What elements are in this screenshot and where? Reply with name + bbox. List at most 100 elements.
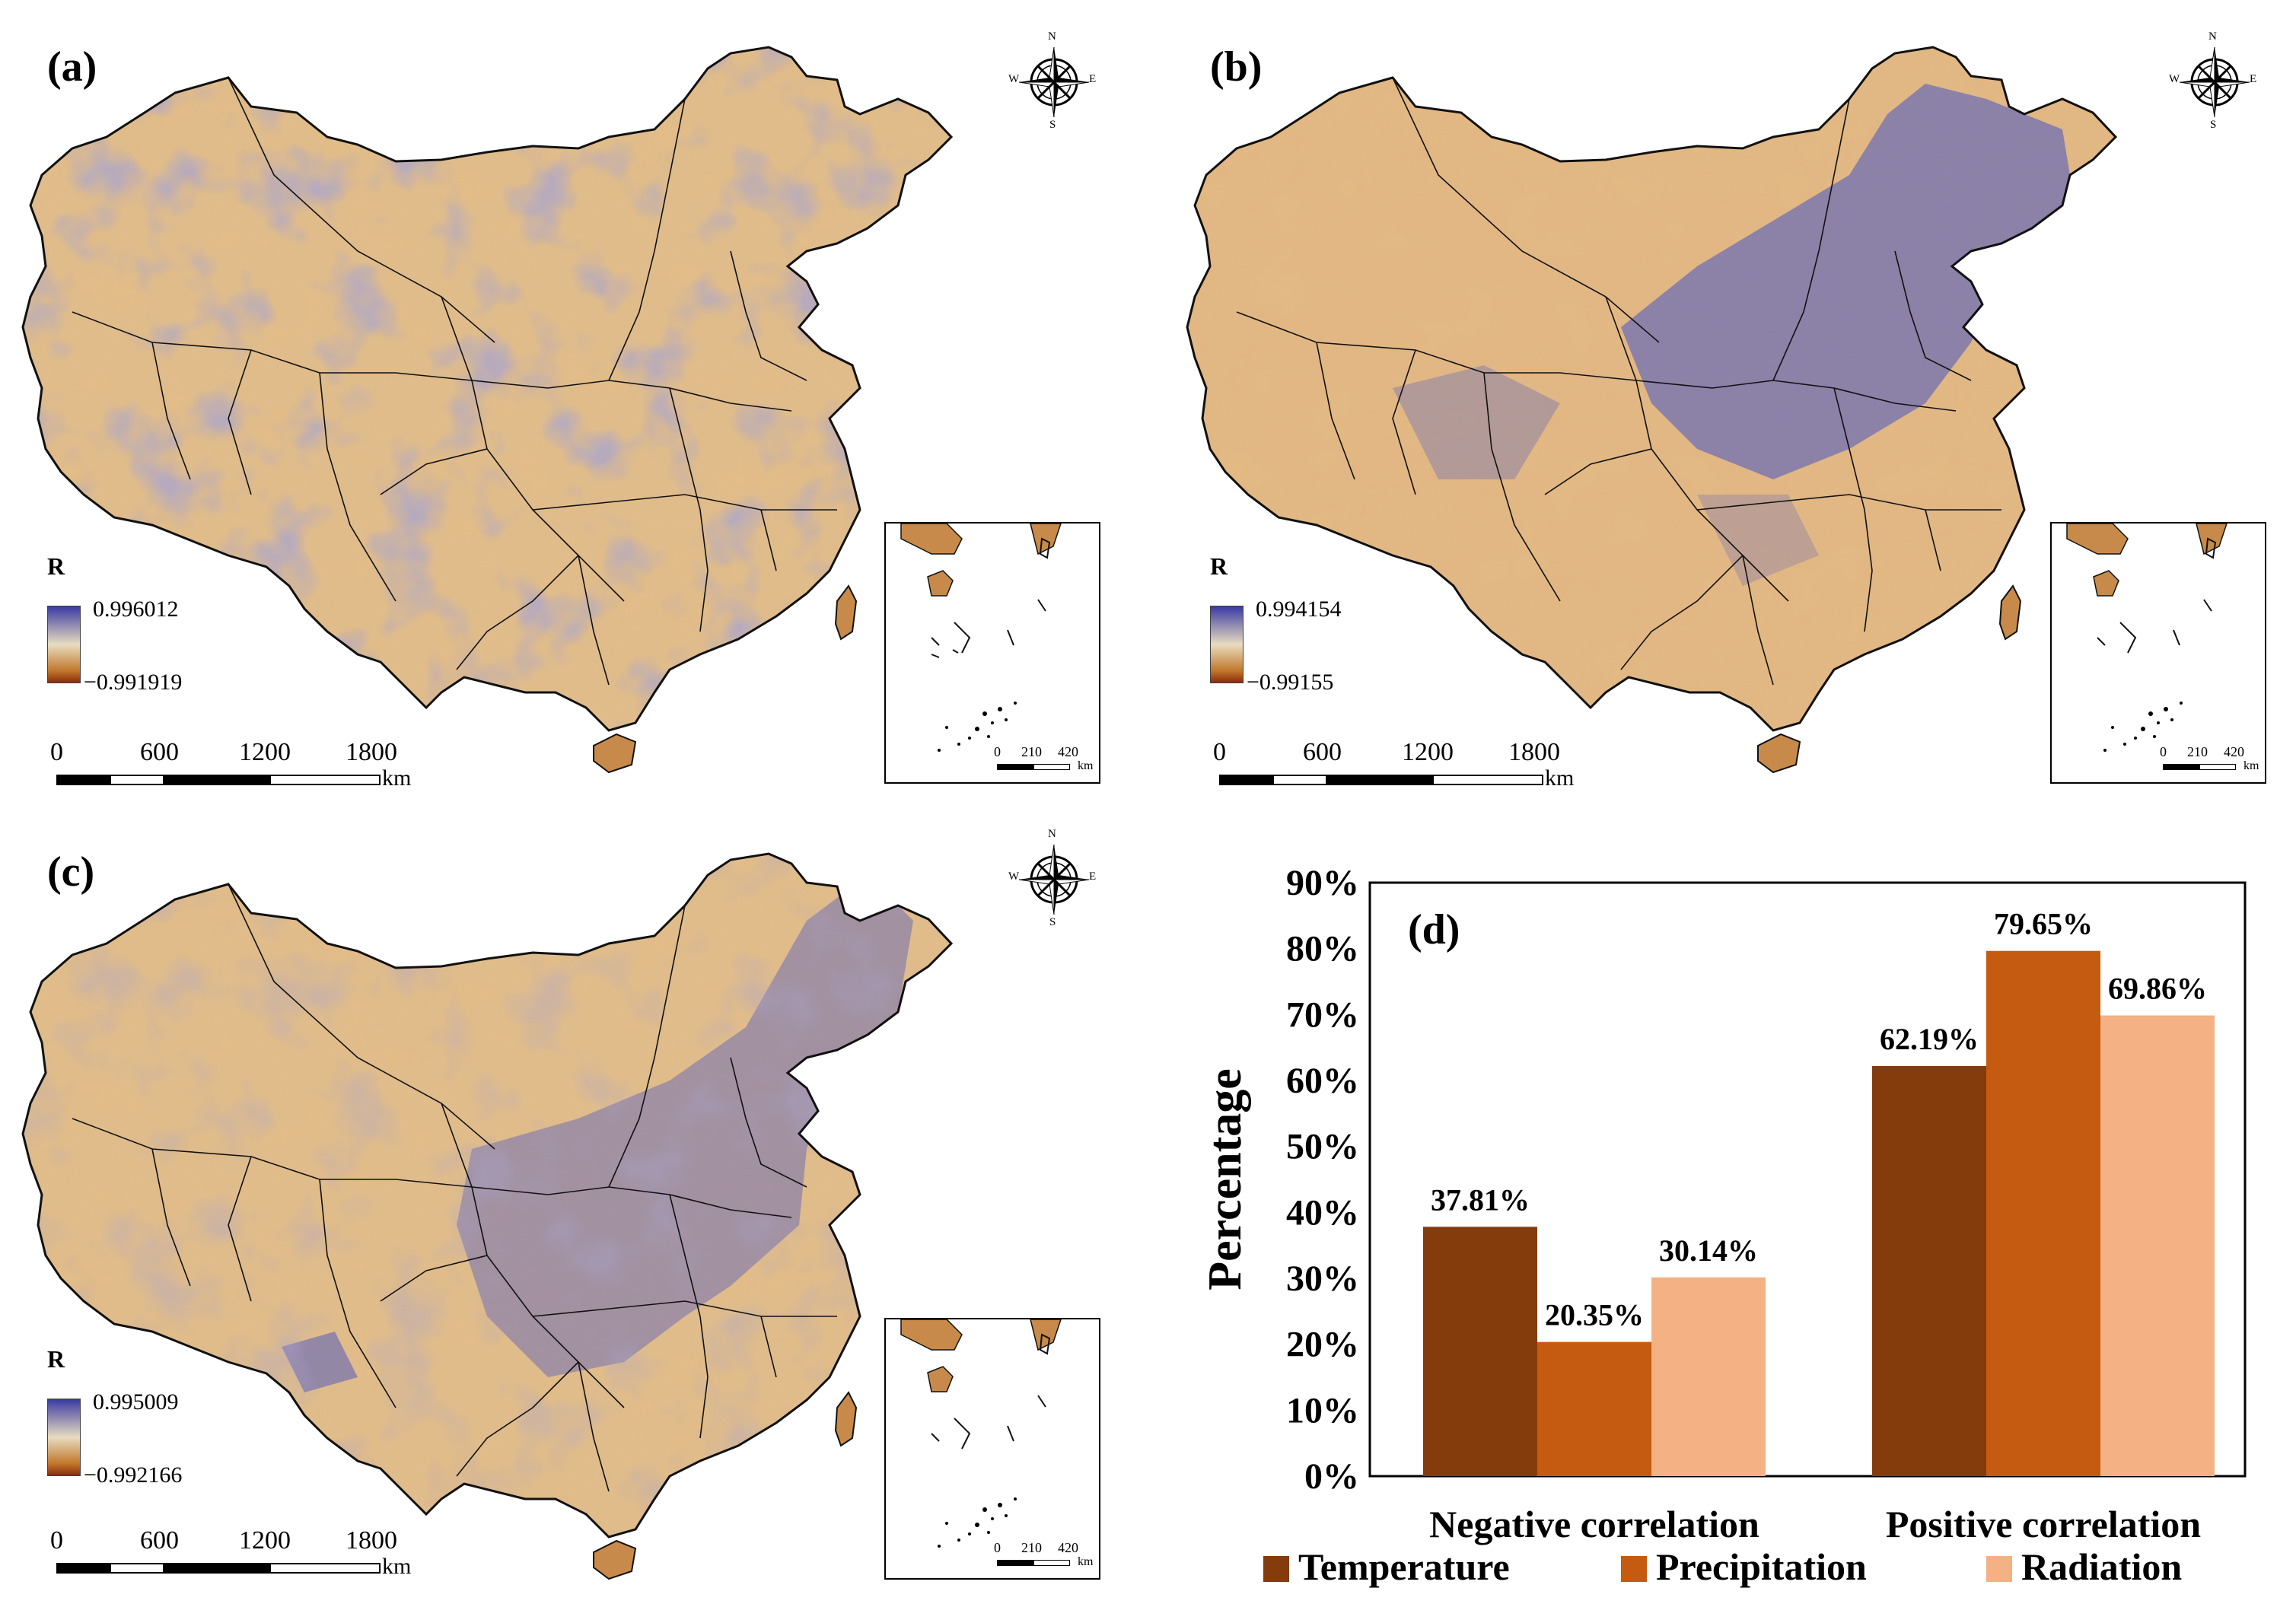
- compass-rose-icon: [1018, 844, 1090, 915]
- legend-max-value: 0.996012: [93, 597, 179, 622]
- y-tick-label: 30%: [1286, 1259, 1359, 1299]
- north-arrow: N W E S: [1008, 30, 1100, 152]
- y-tick-label: 80%: [1286, 929, 1359, 969]
- bar-radiation: [1651, 1277, 1766, 1476]
- scale-unit: km: [382, 1554, 412, 1579]
- bar-temperature: [1423, 1227, 1537, 1476]
- inset-scale-unit: km: [2243, 759, 2259, 772]
- x-tick-label: Positive correlation: [1886, 1503, 2201, 1545]
- inset-scale-tick: 420: [2224, 744, 2244, 759]
- inset-scale-tick: 0: [994, 744, 1001, 759]
- north-label: N: [2208, 30, 2217, 43]
- scale-tick: 600: [140, 1526, 179, 1555]
- legend-swatch: [1621, 1556, 1647, 1582]
- scale-tick: 0: [50, 738, 63, 766]
- y-tick-label: 50%: [1286, 1127, 1359, 1167]
- legend-swatch: [1263, 1556, 1289, 1582]
- south-label: S: [1049, 916, 1056, 928]
- south-label: S: [1049, 119, 1056, 131]
- scale-tick: 600: [140, 738, 179, 766]
- inset-scale-tick: 210: [1021, 1540, 1042, 1555]
- scale-tick: 1200: [239, 738, 291, 766]
- north-arrow: N W E S: [1008, 828, 1100, 950]
- color-ramp: [47, 606, 81, 683]
- inset-scale-tick: 0: [994, 1540, 1001, 1555]
- scale-tick: 1200: [1402, 738, 1454, 766]
- y-tick-label: 60%: [1286, 1061, 1359, 1101]
- south-china-sea-inset: 0 210 420 km: [884, 1318, 1100, 1580]
- panel-label: (d): [1408, 906, 1460, 953]
- inset-scale-unit: km: [1078, 759, 1094, 772]
- legend-title: R: [47, 1345, 65, 1373]
- north-arrow: N W E S: [2169, 30, 2260, 152]
- scale-bar: 0 600 1200 1800 km: [47, 1526, 412, 1580]
- panel-label: (b): [1210, 43, 1263, 91]
- y-tick-label: 70%: [1286, 994, 1359, 1035]
- inset-map: [900, 1319, 1062, 1548]
- y-tick-label: 10%: [1286, 1390, 1359, 1430]
- plot-frame: [1368, 881, 2247, 1478]
- bar-precipitation: [1986, 950, 2100, 1476]
- data-label: 69.86%: [2108, 972, 2207, 1006]
- scale-unit: km: [1545, 765, 1575, 791]
- legend-min-value: −0.99155: [1247, 670, 1334, 695]
- correlation-map-precipitation: [1186, 46, 2117, 773]
- inset-scale-tick: 420: [1058, 1540, 1078, 1555]
- legend-min-value: −0.992166: [84, 1462, 183, 1488]
- correlation-bar-chart: 0% 10% 20% 30% 40% 50% 60% 70% 80% 90% Percentage (…: [1199, 863, 2247, 1588]
- inset-scale-tick: 210: [2187, 744, 2208, 759]
- inset-map: [900, 523, 1062, 752]
- legend-swatch: [1986, 1556, 2012, 1582]
- scale-bar: 0 600 1200 1800 km: [47, 738, 412, 791]
- y-tick-label: 40%: [1286, 1192, 1359, 1233]
- legend-label: Temperature: [1298, 1545, 1510, 1588]
- data-label: 30.14%: [1659, 1233, 1758, 1268]
- correlation-map-temperature: [21, 46, 953, 773]
- scale-tick: 1800: [346, 1526, 397, 1555]
- west-label: W: [2169, 73, 2180, 85]
- bar-radiation: [2100, 1015, 2215, 1476]
- legend-label: Radiation: [2021, 1545, 2182, 1588]
- scale-tick: 1200: [239, 1526, 291, 1555]
- panel-a: (a) N W E S: [0, 0, 1157, 807]
- bar-precipitation: [1537, 1341, 1651, 1476]
- east-label: E: [1089, 870, 1097, 883]
- south-label: S: [2210, 119, 2217, 131]
- scale-unit: km: [382, 765, 412, 791]
- east-label: E: [2250, 73, 2257, 85]
- compass-rose-icon: [1018, 46, 1090, 118]
- y-tick-label: 20%: [1286, 1325, 1359, 1365]
- color-ramp: [1210, 606, 1244, 683]
- data-label: 62.19%: [1880, 1022, 1979, 1056]
- legend-max-value: 0.995009: [93, 1389, 179, 1415]
- scale-tick: 600: [1303, 738, 1342, 766]
- west-label: W: [1008, 870, 1020, 883]
- south-china-sea-inset: 0 210 420 km: [884, 522, 1100, 784]
- inset-map: [2066, 523, 2228, 752]
- inset-scale-tick: 210: [1021, 744, 1042, 759]
- east-label: E: [1089, 73, 1097, 85]
- west-label: W: [1008, 73, 1020, 85]
- y-tick-label: 0%: [1304, 1456, 1359, 1497]
- data-label: 37.81%: [1431, 1182, 1530, 1217]
- inset-scale-tick: 420: [1058, 744, 1078, 759]
- panel-b: (b) N W E S: [1164, 0, 2296, 807]
- color-ramp: [47, 1399, 81, 1476]
- panel-c: (c) N W E S: [0, 814, 1157, 1621]
- legend-title: R: [47, 552, 65, 580]
- y-tick-label: 90%: [1286, 863, 1359, 903]
- legend-label: Precipitation: [1656, 1545, 1867, 1588]
- legend-min-value: −0.991919: [84, 670, 183, 695]
- scale-tick: 1800: [1508, 738, 1560, 766]
- legend-max-value: 0.994154: [1256, 597, 1342, 622]
- inset-scale-unit: km: [1078, 1555, 1094, 1568]
- scale-bar: 0 600 1200 1800 km: [1210, 738, 1575, 791]
- y-axis-title: Percentage: [1199, 1068, 1251, 1290]
- correlation-map-radiation: [21, 852, 953, 1580]
- compass-rose-icon: [2179, 46, 2250, 118]
- legend-title: R: [1210, 552, 1228, 580]
- data-label: 79.65%: [1994, 907, 2093, 941]
- panel-label: (a): [47, 43, 97, 91]
- scale-tick: 0: [50, 1526, 63, 1555]
- north-label: N: [1048, 828, 1056, 840]
